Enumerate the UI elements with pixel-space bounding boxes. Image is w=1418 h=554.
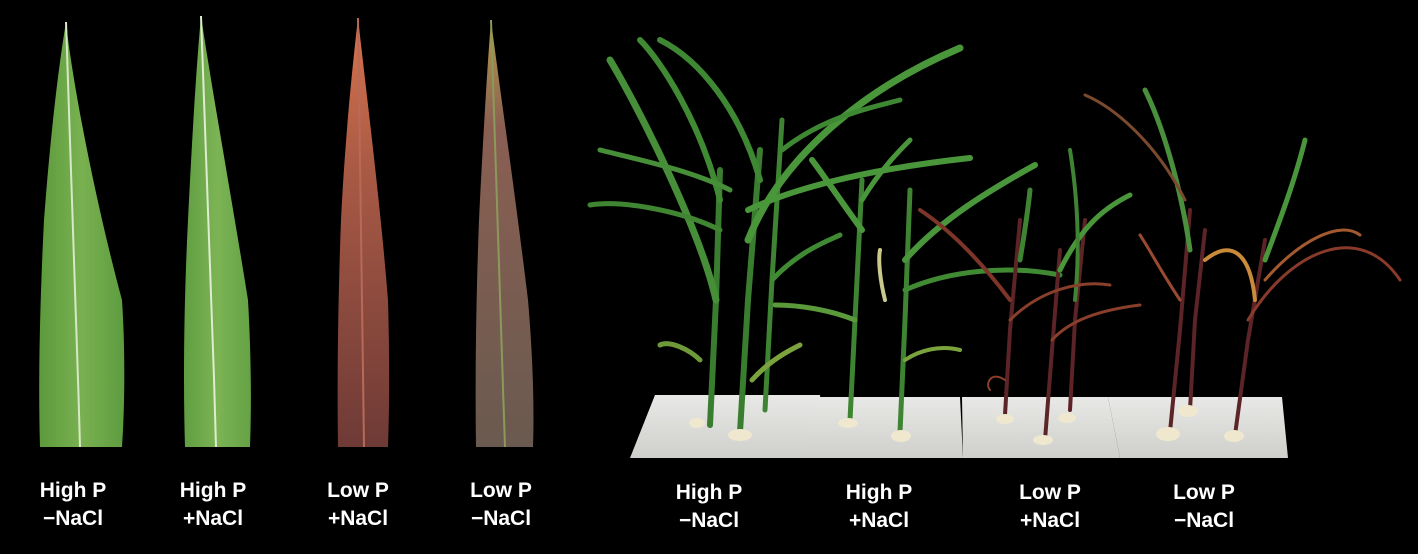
leaf-low-p-minus-nacl	[475, 19, 534, 448]
plants-low-p-plus-nacl	[918, 148, 1142, 442]
seed-markers	[689, 405, 1244, 445]
label-line-2: +NaCl	[182, 507, 244, 530]
label-line-2: +NaCl	[1019, 509, 1081, 532]
label-line-1: Low P	[470, 479, 532, 502]
label-line-2: −NaCl	[1173, 509, 1235, 532]
plants-high-p-minus-nacl	[587, 37, 973, 435]
label-line-2: −NaCl	[678, 509, 740, 532]
label-plants-low-p-plus-nacl: Low P +NaCl	[990, 479, 1110, 535]
label-line-2: −NaCl	[42, 507, 104, 530]
label-leaf-low-p-minus-nacl: Low P −NaCl	[441, 477, 561, 533]
leaf-high-p-minus-nacl	[39, 21, 125, 448]
plants-high-p-plus-nacl	[772, 137, 1063, 435]
label-line-1: Low P	[1019, 481, 1081, 504]
label-line-1: High P	[675, 481, 743, 504]
hydroponic-trays	[630, 395, 1288, 458]
leaf-high-p-plus-nacl	[184, 15, 251, 448]
label-leaf-high-p-plus-nacl: High P +NaCl	[153, 477, 273, 533]
label-line-2: −NaCl	[470, 507, 532, 530]
label-line-2: +NaCl	[327, 507, 389, 530]
label-plants-high-p-plus-nacl: High P +NaCl	[819, 479, 939, 535]
label-plants-high-p-minus-nacl: High P −NaCl	[649, 479, 769, 535]
label-line-1: Low P	[327, 479, 389, 502]
label-plants-low-p-minus-nacl: Low P −NaCl	[1144, 479, 1264, 535]
label-line-1: Low P	[1173, 481, 1235, 504]
label-line-1: High P	[845, 481, 913, 504]
label-line-1: High P	[179, 479, 247, 502]
label-leaf-high-p-minus-nacl: High P −NaCl	[13, 477, 133, 533]
leaf-low-p-plus-nacl	[337, 17, 390, 448]
label-line-2: +NaCl	[848, 509, 910, 532]
plants-low-p-minus-nacl	[1083, 87, 1402, 437]
label-line-1: High P	[39, 479, 107, 502]
label-leaf-low-p-plus-nacl: Low P +NaCl	[298, 477, 418, 533]
